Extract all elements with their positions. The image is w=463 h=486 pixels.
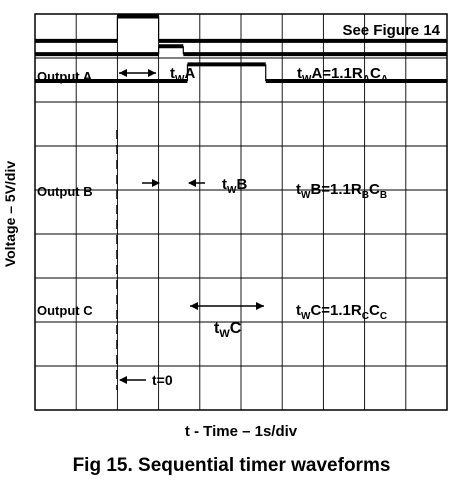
figure-caption: Fig 15. Sequential timer waveforms	[72, 455, 391, 476]
output-b-label: Output B	[37, 184, 93, 199]
y-axis-label: Voltage – 5V/div	[2, 160, 18, 268]
arrowhead	[188, 179, 196, 187]
x-axis-label: t - Time – 1s/div	[184, 423, 298, 440]
time-zero-label: t=0	[152, 372, 173, 388]
arrowhead	[119, 69, 127, 77]
output-c-label: Output C	[37, 303, 93, 318]
traces	[35, 14, 447, 83]
arrowhead	[256, 302, 264, 310]
arrowhead	[190, 302, 198, 310]
figure-reference: See Figure 14	[342, 22, 440, 39]
arrowhead	[148, 69, 156, 77]
arrowhead	[152, 179, 160, 187]
arrowhead	[119, 376, 127, 384]
formula-a: tWA=1.1RACA	[297, 65, 388, 85]
output-a-label: Output A	[37, 69, 93, 84]
